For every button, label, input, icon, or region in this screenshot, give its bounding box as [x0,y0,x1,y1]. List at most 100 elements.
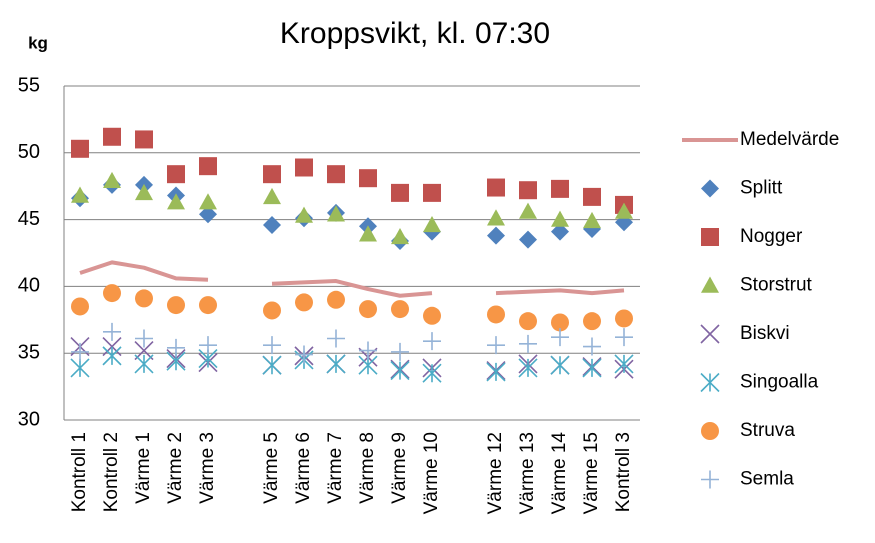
marker [70,358,90,378]
x-tick-label: Värme 10 [421,432,442,514]
x-tick-label: Värme 15 [581,432,602,514]
marker [327,165,345,184]
marker [199,205,217,224]
marker [359,300,377,319]
x-tick-label: Värme 2 [165,432,186,504]
marker [135,130,153,149]
marker [519,202,537,219]
marker [422,363,442,383]
legend-swatch [701,228,719,246]
x-tick-label: Värme 5 [261,432,282,504]
marker [423,215,441,233]
marker [615,309,633,328]
marker [391,227,409,245]
marker [359,225,377,242]
marker [583,337,601,356]
marker [519,334,537,353]
y-tick-label: 55 [18,74,40,96]
marker [615,328,633,347]
marker [423,183,441,202]
marker [391,300,409,319]
x-tick-label: Värme 3 [197,432,218,504]
marker [423,332,441,351]
marker [327,205,345,222]
marker [135,329,153,348]
legend-swatch [700,324,720,344]
y-tick-label: 40 [18,275,40,297]
x-tick-label: Kontroll 3 [613,432,634,512]
x-tick-label: Värme 6 [293,432,314,504]
marker [135,183,153,201]
marker [167,193,185,210]
marker [487,226,505,245]
marker [199,193,217,210]
marker [103,284,121,303]
y-tick-label: 45 [18,208,40,230]
x-tick-label: Kontroll 2 [101,432,122,512]
marker [199,157,217,176]
y-tick-label: 50 [18,141,40,163]
marker [359,169,377,188]
y-axis-label: kg [28,33,48,52]
marker [167,338,185,357]
marker [71,139,89,158]
legend-label: Nogger [740,226,803,247]
marker [199,296,217,315]
marker [550,355,570,375]
marker [103,322,121,341]
marker [167,296,185,315]
marker [551,313,569,332]
marker [487,178,505,197]
marker [487,305,505,324]
marker [262,355,282,375]
marker [583,211,601,229]
legend-swatch [700,372,720,393]
legend-swatch [701,422,719,440]
marker [614,354,634,374]
marker [615,202,633,219]
marker [487,336,505,355]
marker [263,165,281,184]
x-tick-label: Värme 7 [325,432,346,504]
x-tick-label: Värme 12 [485,432,506,514]
marker [135,289,153,308]
marker [102,346,122,366]
marker [519,312,537,331]
marker [390,361,410,381]
marker [263,215,281,234]
marker [71,342,89,361]
x-tick-label: Värme 14 [549,432,570,515]
marker [199,336,217,355]
legend-swatch [701,470,719,489]
legend-label: Storstrut [740,275,813,296]
marker [326,354,346,374]
marker [391,183,409,202]
marker [518,358,538,378]
legend-swatch [701,179,719,198]
marker [582,358,602,378]
marker [103,127,121,146]
marker [103,171,121,189]
marker [295,293,313,312]
marker [391,342,409,361]
marker [423,306,441,325]
marker [263,187,281,205]
marker [71,297,89,316]
marker [134,340,154,361]
marker [102,336,122,357]
marker [295,158,313,177]
legend-label: Semla [740,469,794,490]
marker [486,362,506,382]
marker [327,290,345,309]
y-tick-label: 30 [18,408,40,430]
marker [583,312,601,331]
legend-swatch [701,276,719,293]
marker [551,179,569,198]
legend-label: Struva [740,420,795,441]
legend-label: Medelvärde [740,129,839,150]
marker [134,354,154,374]
x-tick-label: Kontroll 1 [69,432,90,512]
y-tick-label: 35 [18,341,40,363]
marker [71,186,89,203]
